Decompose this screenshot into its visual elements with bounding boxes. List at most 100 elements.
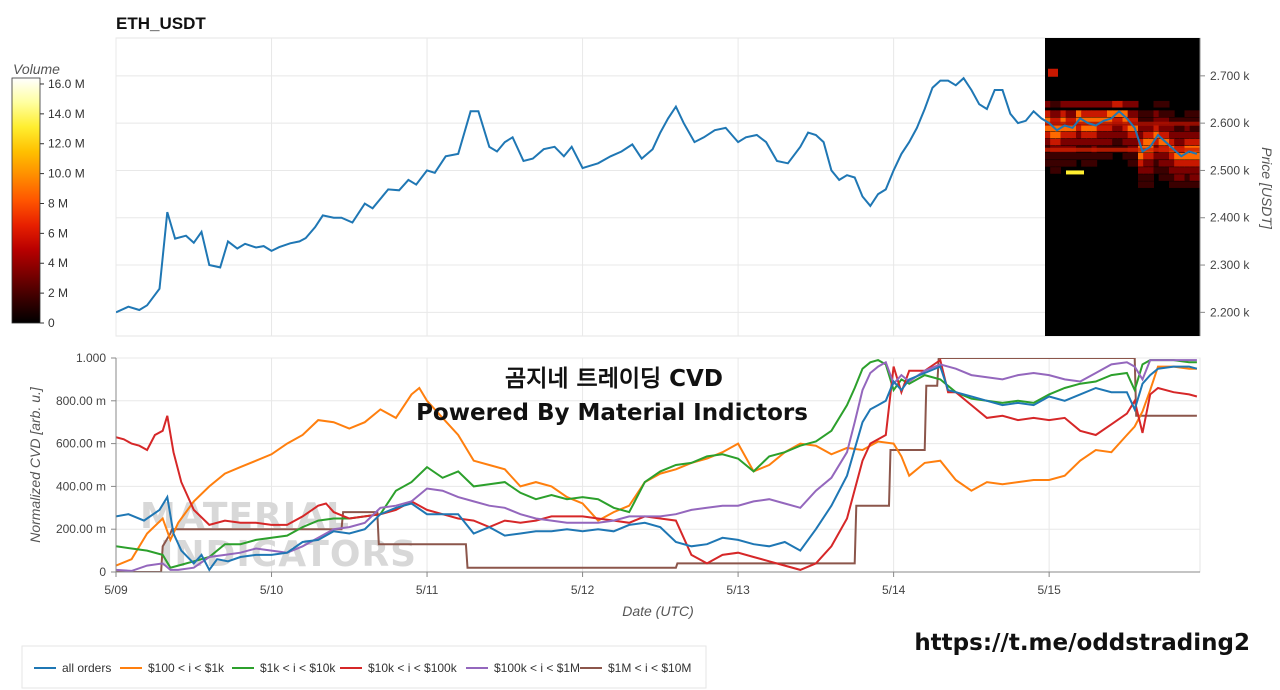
heatmap-cell <box>1091 160 1098 167</box>
heatmap-cell <box>1107 124 1113 132</box>
heatmap-cell <box>1081 138 1087 146</box>
cvd-series-line-1 <box>116 365 1197 567</box>
heatmap-cell <box>1163 117 1170 125</box>
heatmap-cell <box>1127 131 1134 139</box>
cvd-series-line-2 <box>116 359 1197 569</box>
heatmap-cell <box>1055 160 1061 167</box>
heatmap-cell <box>1050 160 1056 167</box>
heatmap-cell <box>1112 110 1118 117</box>
heatmap-cell <box>1045 160 1051 167</box>
heatmap-cell <box>1194 124 1201 132</box>
heatmap-cell <box>1076 138 1082 146</box>
colorbar-tick-label: 6 M <box>48 226 68 240</box>
heatmap-cell <box>1091 131 1098 139</box>
telegram-link[interactable]: https://t.me/oddstrading2 <box>914 630 1250 656</box>
heatmap-cell <box>1081 131 1087 139</box>
heatmap-cell <box>1050 131 1056 139</box>
legend-item[interactable]: $100k < i < $1M <box>466 661 580 675</box>
heatmap-cell <box>1148 110 1154 117</box>
heatmap-cell <box>1060 100 1067 108</box>
heatmap-cell <box>1055 100 1061 108</box>
heatmap-cell <box>1143 138 1149 146</box>
heatmap-cell <box>1179 174 1185 181</box>
heatmap-cell <box>1163 160 1170 167</box>
price-plot-area <box>115 37 1201 337</box>
heatmap-cell <box>1148 124 1154 132</box>
heatmap-cell <box>1055 124 1061 132</box>
heatmap-cell <box>1101 124 1108 132</box>
heatmap-cell <box>1184 124 1191 132</box>
heatmap-cell <box>1132 131 1139 139</box>
heatmap-cell <box>1112 100 1118 108</box>
legend-item[interactable]: all orders <box>34 661 111 675</box>
heatmap-cell <box>1138 124 1144 132</box>
heatmap-cell <box>1194 138 1201 146</box>
heatmap-cell <box>1148 167 1154 174</box>
heatmap-cell <box>1189 131 1196 139</box>
heatmap-cell <box>1045 117 1051 125</box>
heatmap-cell <box>1138 138 1144 146</box>
heatmap-cell <box>1107 100 1113 108</box>
heatmap-cell <box>1184 152 1191 160</box>
heatmap-cell <box>1163 174 1170 181</box>
heatmap-cell <box>1169 138 1175 146</box>
heatmap-cell <box>1174 124 1180 132</box>
heatmap-cell <box>1127 124 1134 132</box>
heatmap-cell <box>1117 110 1123 117</box>
heatmap-cell <box>1184 110 1191 117</box>
heatmap-cell <box>1194 152 1201 160</box>
x-axis-title: Date (UTC) <box>622 603 694 619</box>
heatmap-cell <box>1189 124 1196 132</box>
heatmap-cell <box>1148 117 1154 125</box>
heatmap-cell <box>1179 167 1185 174</box>
heatmap-cell <box>1070 100 1077 108</box>
heatmap-cell <box>1163 131 1170 139</box>
heatmap-cell <box>1158 117 1165 125</box>
overlay-subtitle: Powered By Material Indictors <box>416 400 808 426</box>
heatmap-cell <box>1174 174 1180 181</box>
legend-item[interactable]: $1k < i < $10k <box>232 661 336 675</box>
heatmap-cell <box>1050 167 1056 174</box>
heatmap-cell <box>1045 152 1051 160</box>
x-tick-label: 5/15 <box>1037 583 1061 597</box>
x-tick-label: 5/10 <box>260 583 284 597</box>
heatmap-cell <box>1122 100 1129 108</box>
cvd-tick-label: 800.00 m <box>56 394 106 408</box>
heatmap-cell <box>1153 110 1160 117</box>
legend-label: $10k < i < $100k <box>368 661 458 675</box>
heatmap-cell <box>1189 167 1196 174</box>
legend-item[interactable]: $1M < i < $10M <box>580 661 691 675</box>
heatmap-cell <box>1132 110 1139 117</box>
chart-title: ETH_USDT <box>116 14 206 33</box>
heatmap-cell <box>1096 138 1103 146</box>
x-tick-label: 5/14 <box>882 583 906 597</box>
heatmap-cell <box>1112 131 1118 139</box>
heatmap-cell <box>1122 131 1129 139</box>
heatmap-cell <box>1184 174 1191 181</box>
heatmap-cell <box>1045 124 1051 132</box>
cvd-series-line-4 <box>116 359 1197 572</box>
heatmap-cell <box>1091 117 1098 125</box>
legend-item[interactable]: $10k < i < $100k <box>340 661 458 675</box>
legend-item[interactable]: $100 < i < $1k <box>120 661 225 675</box>
heatmap-cell <box>1107 110 1113 117</box>
cvd-tick-label: 200.00 m <box>56 522 106 536</box>
heatmap-cell <box>1163 100 1170 108</box>
overlay-title: 곰지네 트레이딩 CVD <box>505 366 723 392</box>
heatmap-cell <box>1060 131 1067 139</box>
heatmap-cell <box>1158 167 1165 174</box>
cvd-series-line-0 <box>116 365 1198 572</box>
heatmap-cell <box>1107 152 1113 160</box>
heatmap-cell <box>1070 117 1077 125</box>
cvd-tick-label: 400.00 m <box>56 479 106 493</box>
heatmap-cell <box>1143 167 1149 174</box>
heatmap-cell <box>1096 117 1103 125</box>
heatmap-strong-band <box>1045 147 1200 152</box>
heatmap-cell <box>1101 110 1108 117</box>
heatmap-cell <box>1169 131 1175 139</box>
heatmap-cell <box>1070 152 1077 160</box>
x-tick-label: 5/12 <box>571 583 595 597</box>
heatmap-cell <box>1065 110 1072 117</box>
heatmap-cell <box>1122 138 1129 146</box>
heatmap-cell <box>1169 152 1175 160</box>
